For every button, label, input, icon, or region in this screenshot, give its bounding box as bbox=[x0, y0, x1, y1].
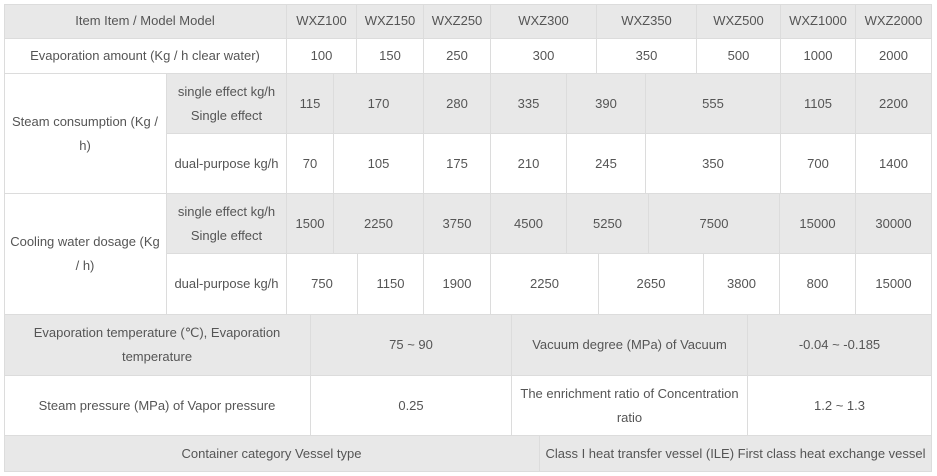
ratio-label: The enrichment ratio of Concentration ra… bbox=[512, 376, 748, 436]
model-header-cell: WXZ350 bbox=[597, 4, 697, 39]
steam-single-value: 280 bbox=[424, 74, 491, 134]
cooling-single-value: 7500 bbox=[649, 194, 780, 254]
evaporation-value: 1000 bbox=[781, 39, 856, 74]
evaporation-label: Evaporation amount (Kg / h clear water) bbox=[4, 39, 287, 74]
steam-pressure-value: 0.25 bbox=[311, 376, 512, 436]
vacuum-value: -0.04 ~ -0.185 bbox=[748, 315, 932, 376]
model-header-cell: WXZ150 bbox=[357, 4, 424, 39]
steam-dual-value: 350 bbox=[646, 134, 781, 194]
model-header-cell: WXZ250 bbox=[424, 4, 491, 39]
steam-dual-value: 1400 bbox=[856, 134, 932, 194]
vessel-label: Container category Vessel type bbox=[4, 436, 540, 472]
evaporation-value: 2000 bbox=[856, 39, 932, 74]
ratio-value: 1.2 ~ 1.3 bbox=[748, 376, 932, 436]
evaporation-value: 500 bbox=[697, 39, 781, 74]
cooling-single-value: 15000 bbox=[780, 194, 856, 254]
header-item-cell: Item Item / Model Model bbox=[4, 4, 287, 39]
steam-single-value: 2200 bbox=[856, 74, 932, 134]
steam-dual-value: 175 bbox=[424, 134, 491, 194]
evaporation-value: 100 bbox=[287, 39, 357, 74]
steam-dual-value: 70 bbox=[287, 134, 334, 194]
cooling-dual-value: 2250 bbox=[491, 254, 599, 315]
cooling-single-label: single effect kg/h Single effect bbox=[167, 194, 287, 254]
cooling-dual-label: dual-purpose kg/h bbox=[167, 254, 287, 315]
cooling-single-value: 3750 bbox=[424, 194, 491, 254]
steam-dual-value: 105 bbox=[334, 134, 424, 194]
cooling-single-value: 2250 bbox=[334, 194, 424, 254]
cooling-single-value: 5250 bbox=[567, 194, 649, 254]
evaporation-value: 150 bbox=[357, 39, 424, 74]
evaporation-value: 250 bbox=[424, 39, 491, 74]
steam-pressure-label: Steam pressure (MPa) of Vapor pressure bbox=[4, 376, 311, 436]
evaporation-value: 350 bbox=[597, 39, 697, 74]
model-header-cell: WXZ2000 bbox=[856, 4, 932, 39]
steam-single-value: 555 bbox=[646, 74, 781, 134]
model-header-cell: WXZ1000 bbox=[781, 4, 856, 39]
steam-dual-value: 245 bbox=[567, 134, 646, 194]
steam-single-value: 170 bbox=[334, 74, 424, 134]
cooling-dual-value: 750 bbox=[287, 254, 358, 315]
cooling-dual-value: 1900 bbox=[424, 254, 491, 315]
steam-single-value: 335 bbox=[491, 74, 567, 134]
cooling-single-value: 1500 bbox=[287, 194, 334, 254]
evap-temp-label: Evaporation temperature (℃), Evaporation… bbox=[4, 315, 311, 376]
cooling-single-value: 4500 bbox=[491, 194, 567, 254]
cooling-dual-value: 800 bbox=[780, 254, 856, 315]
cooling-dual-value: 15000 bbox=[856, 254, 932, 315]
cooling-dual-value: 1150 bbox=[358, 254, 424, 315]
steam-single-label: single effect kg/h Single effect bbox=[167, 74, 287, 134]
steam-single-value: 1105 bbox=[781, 74, 856, 134]
steam-dual-value: 210 bbox=[491, 134, 567, 194]
model-header-cell: WXZ100 bbox=[287, 4, 357, 39]
evap-temp-value: 75 ~ 90 bbox=[311, 315, 512, 376]
evaporation-value: 300 bbox=[491, 39, 597, 74]
steam-single-value: 390 bbox=[567, 74, 646, 134]
steam-dual-label: dual-purpose kg/h bbox=[167, 134, 287, 194]
cooling-single-value: 30000 bbox=[856, 194, 932, 254]
cooling-label: Cooling water dosage (Kg / h) bbox=[4, 194, 167, 315]
model-header-cell: WXZ300 bbox=[491, 4, 597, 39]
steam-label: Steam consumption (Kg / h) bbox=[4, 74, 167, 194]
vessel-value: Class I heat transfer vessel (ILE) First… bbox=[540, 436, 932, 472]
steam-single-value: 115 bbox=[287, 74, 334, 134]
vacuum-label: Vacuum degree (MPa) of Vacuum bbox=[512, 315, 748, 376]
cooling-dual-value: 3800 bbox=[704, 254, 780, 315]
model-header-cell: WXZ500 bbox=[697, 4, 781, 39]
steam-dual-value: 700 bbox=[781, 134, 856, 194]
cooling-dual-value: 2650 bbox=[599, 254, 704, 315]
